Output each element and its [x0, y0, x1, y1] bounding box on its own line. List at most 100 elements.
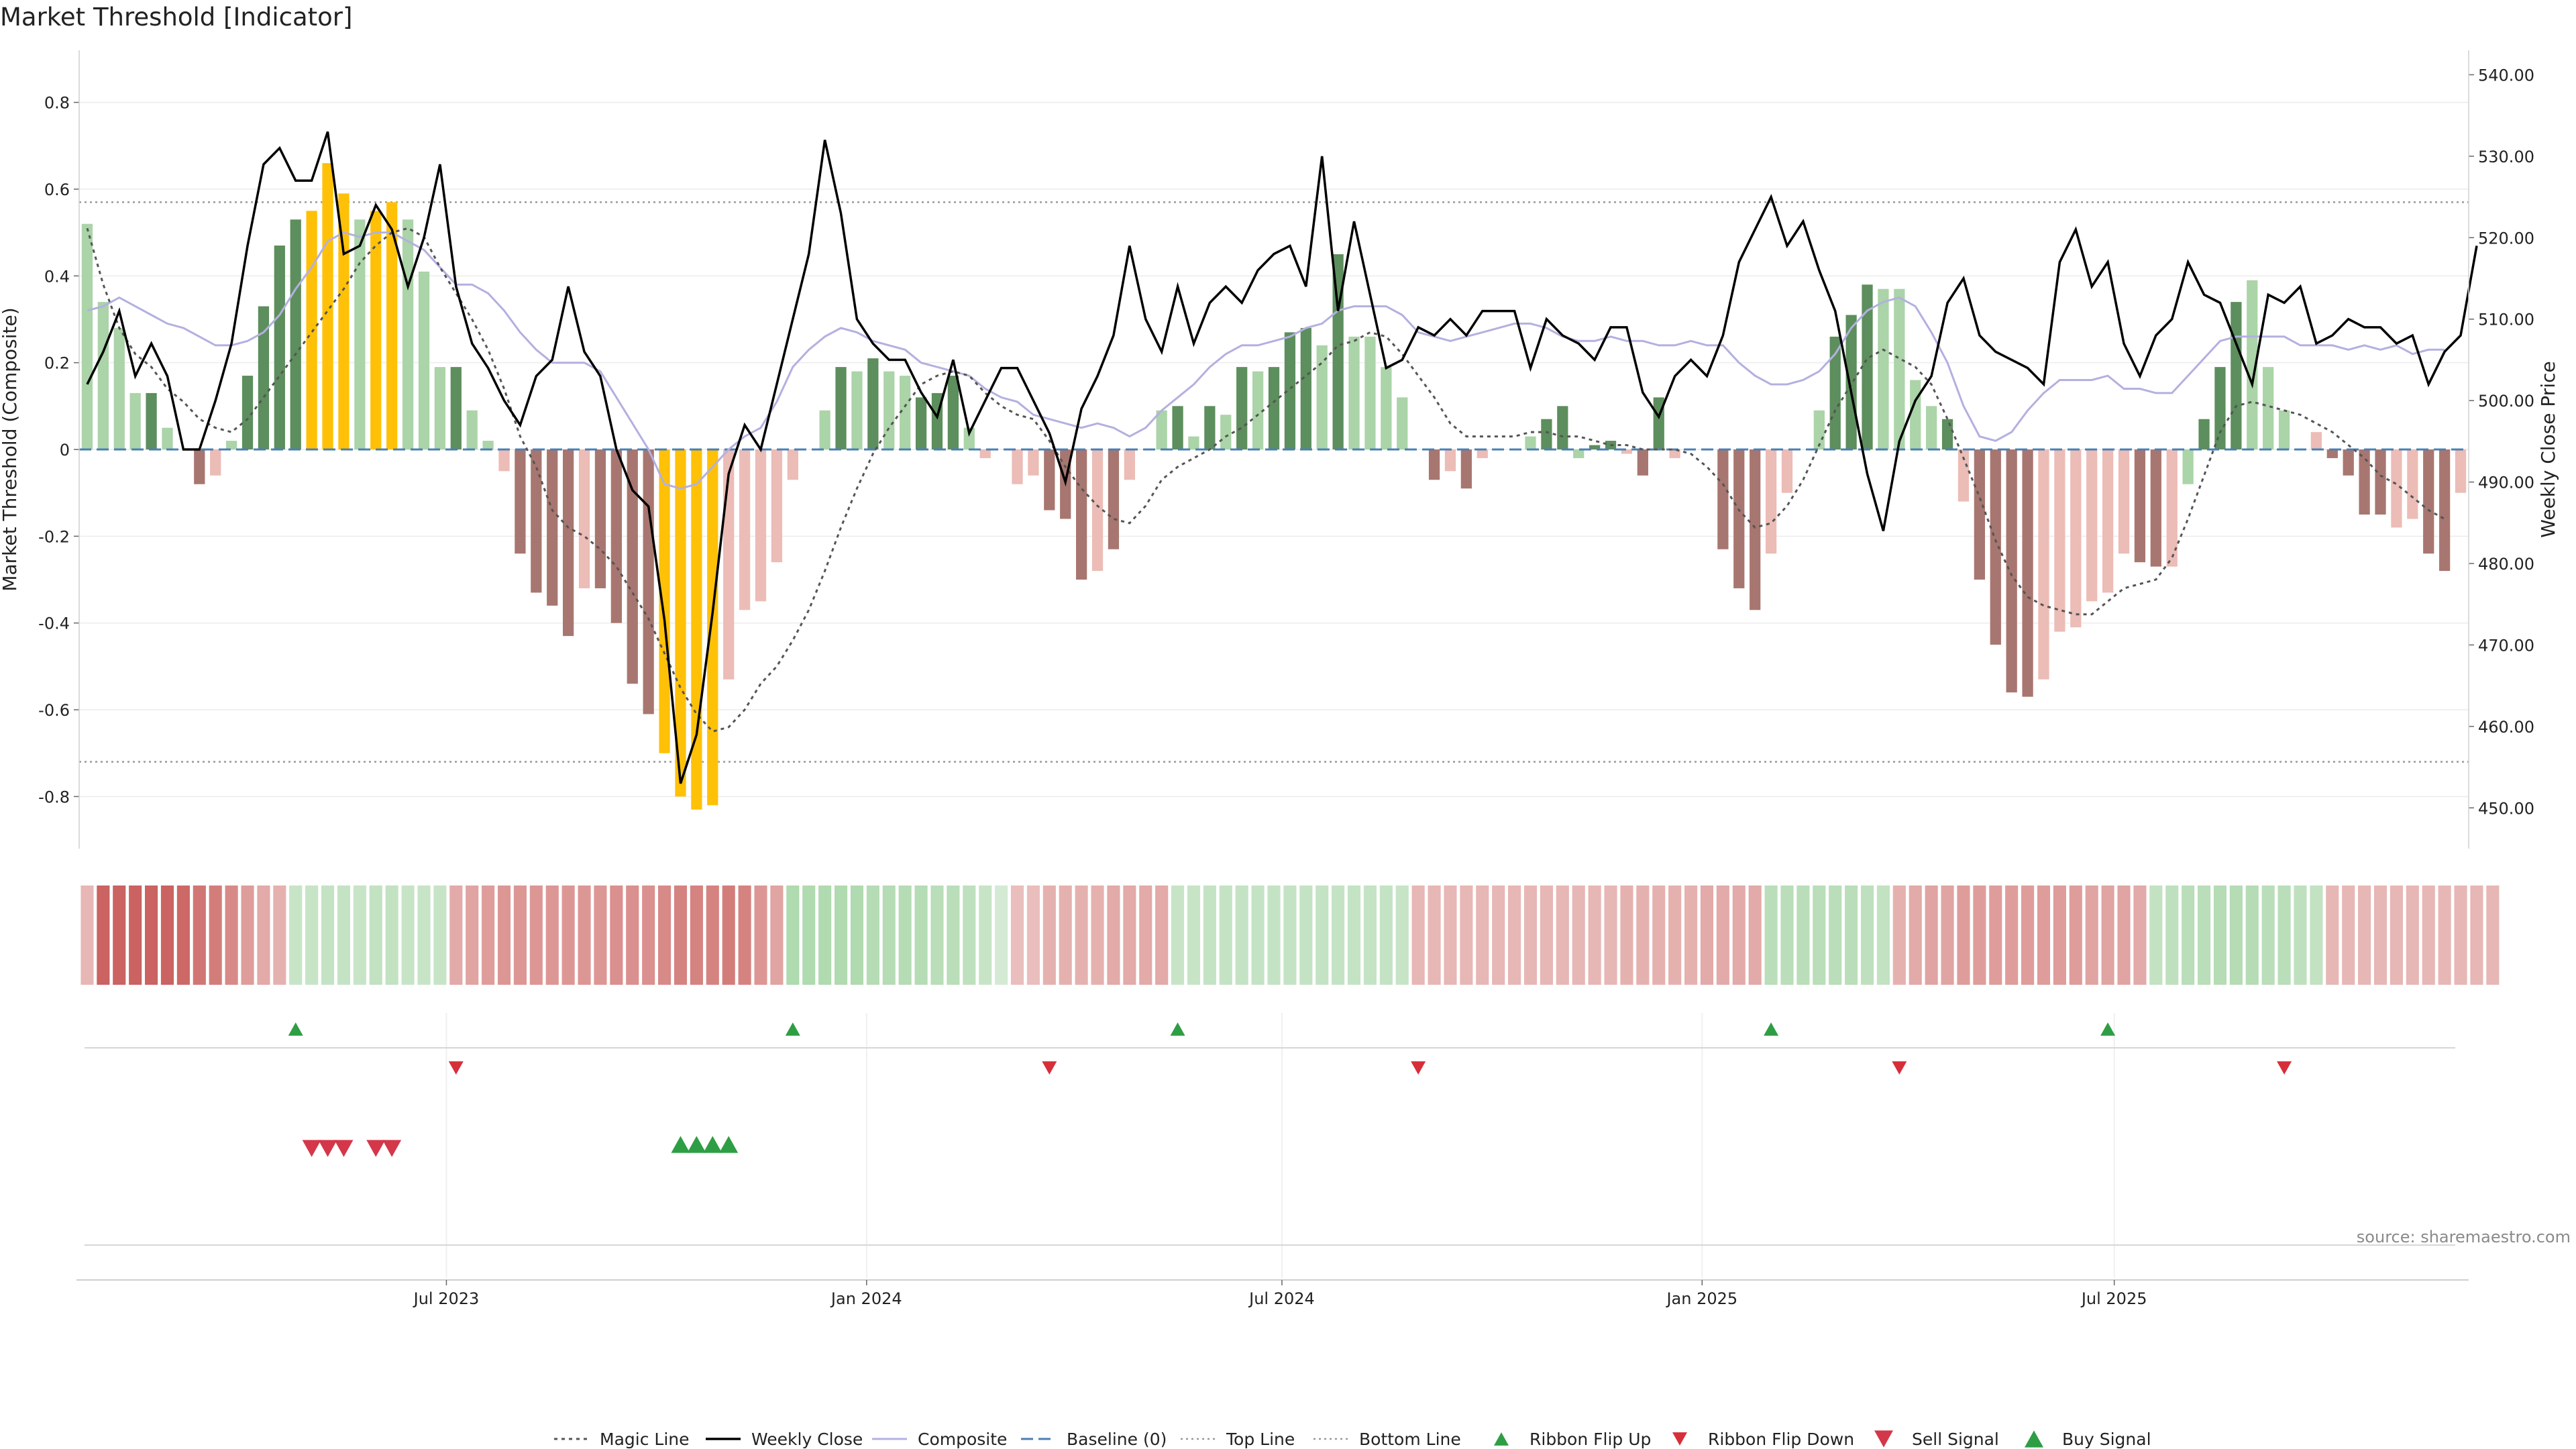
ribbon-cell	[2486, 885, 2500, 985]
ribbon-cell	[1395, 885, 1409, 985]
composite-bar	[1381, 367, 1392, 449]
ribbon-cell	[786, 885, 800, 985]
ribbon-cell	[433, 885, 447, 985]
composite-bar	[2343, 449, 2354, 476]
series-lines	[79, 131, 2478, 784]
composite-bar	[979, 449, 991, 458]
composite-bar	[2022, 449, 2033, 697]
x-tick-label: Jan 2024	[830, 1289, 902, 1308]
magic-line	[86, 227, 2445, 733]
composite-bar	[610, 449, 622, 623]
ribbon-cell	[2261, 885, 2275, 985]
sell-signal-marker	[318, 1140, 337, 1157]
right-axis-label: Weekly Close Price	[2537, 361, 2559, 537]
ribbon-cell	[866, 885, 879, 985]
x-tick-label: Jul 2023	[413, 1289, 480, 1308]
ribbon-cell	[2213, 885, 2227, 985]
composite-bar	[1878, 288, 1889, 449]
composite-bar	[225, 441, 237, 449]
composite-bar	[1012, 449, 1023, 484]
ribbon-cell	[2438, 885, 2451, 985]
ribbon-cell	[129, 885, 142, 985]
ribbon-cell	[2454, 885, 2467, 985]
composite-bar	[1397, 397, 1408, 449]
ribbon-cell	[1379, 885, 1393, 985]
ribbon-cell	[1941, 885, 1954, 985]
composite-bar	[2086, 449, 2098, 602]
composite-bar	[1669, 449, 1680, 458]
legend-item: Weekly Close	[706, 1430, 863, 1449]
composite-bar	[1589, 445, 1601, 449]
composite-bar	[835, 367, 847, 449]
ribbon-cell	[1203, 885, 1216, 985]
ribbon-cell	[1347, 885, 1361, 985]
composite-bar	[1845, 315, 1857, 449]
ribbon-cell	[1492, 885, 1505, 985]
ribbon-cell	[2149, 885, 2163, 985]
composite-bar	[2375, 449, 2386, 515]
ribbon-cell	[1540, 885, 1553, 985]
right-tick-label: 510.00	[2478, 311, 2534, 329]
ribbon-flip-down-marker	[1892, 1061, 1907, 1075]
ribbon-cell	[850, 885, 864, 985]
composite-bar	[2326, 449, 2338, 458]
ribbon-cell	[930, 885, 944, 985]
composite-bar	[643, 449, 654, 714]
composite-bar	[1862, 284, 1873, 449]
legend-item: Buy Signal	[2025, 1430, 2151, 1449]
x-tick-label: Jul 2024	[1248, 1289, 1315, 1308]
composite-bar	[210, 449, 221, 476]
ribbon-cell	[2005, 885, 2019, 985]
composite-bar	[2214, 367, 2226, 449]
x-tick-label: Jul 2025	[2080, 1289, 2147, 1308]
ribbon-cell	[2117, 885, 2131, 985]
ribbon-cell	[722, 885, 735, 985]
ribbon-cell	[2101, 885, 2114, 985]
right-tick-label: 470.00	[2478, 636, 2534, 655]
legend-item: Composite	[872, 1430, 1007, 1449]
ribbon-cell	[2373, 885, 2387, 985]
ribbon-cell	[145, 885, 158, 985]
ribbon-cell	[2165, 885, 2179, 985]
ribbon-cell	[1909, 885, 1922, 985]
ribbon-cell	[979, 885, 992, 985]
ribbon-cell	[963, 885, 976, 985]
ribbon-cell	[449, 885, 463, 985]
ribbon-cell	[2069, 885, 2082, 985]
legend-label: Sell Signal	[1912, 1430, 1999, 1449]
ribbon-cell	[497, 885, 511, 985]
ribbon-cell	[1973, 885, 1986, 985]
sell-signal-marker	[334, 1140, 354, 1157]
right-tick-label: 540.00	[2478, 66, 2534, 85]
composite-bar	[2391, 449, 2402, 528]
ribbon-cell	[947, 885, 960, 985]
legend-item: Ribbon Flip Up	[1494, 1430, 1651, 1449]
sell-signal-marker	[382, 1140, 402, 1157]
ribbon-cell	[1411, 885, 1425, 985]
ribbon-cell	[209, 885, 222, 985]
ribbon-cell	[2021, 885, 2035, 985]
ribbon-cell	[834, 885, 848, 985]
composite-bar	[2198, 419, 2210, 449]
composite-bar	[1268, 367, 1280, 449]
ribbon-cell	[754, 885, 767, 985]
ribbon-cell	[1171, 885, 1185, 985]
composite-bar	[1957, 449, 1970, 502]
composite-bar	[2455, 449, 2467, 493]
ribbon-cell	[1010, 885, 1024, 985]
legend-item: Magic Line	[554, 1430, 690, 1449]
composite-bar	[2310, 432, 2322, 449]
composite-bar	[1028, 449, 1039, 476]
composite-bar	[1252, 371, 1264, 449]
buy-signal-marker	[671, 1136, 690, 1153]
ribbon-strip	[80, 885, 2500, 985]
composite-bar	[947, 376, 959, 449]
right-tick-label: 450.00	[2478, 799, 2534, 818]
ribbon-flip-up-marker	[1764, 1022, 1779, 1036]
composite-bar	[290, 219, 301, 449]
composite-line	[87, 231, 2445, 490]
ribbon-cell	[914, 885, 928, 985]
ribbon-cell	[1620, 885, 1633, 985]
ribbon-cell	[1460, 885, 1473, 985]
composite-bar	[1204, 406, 1216, 449]
